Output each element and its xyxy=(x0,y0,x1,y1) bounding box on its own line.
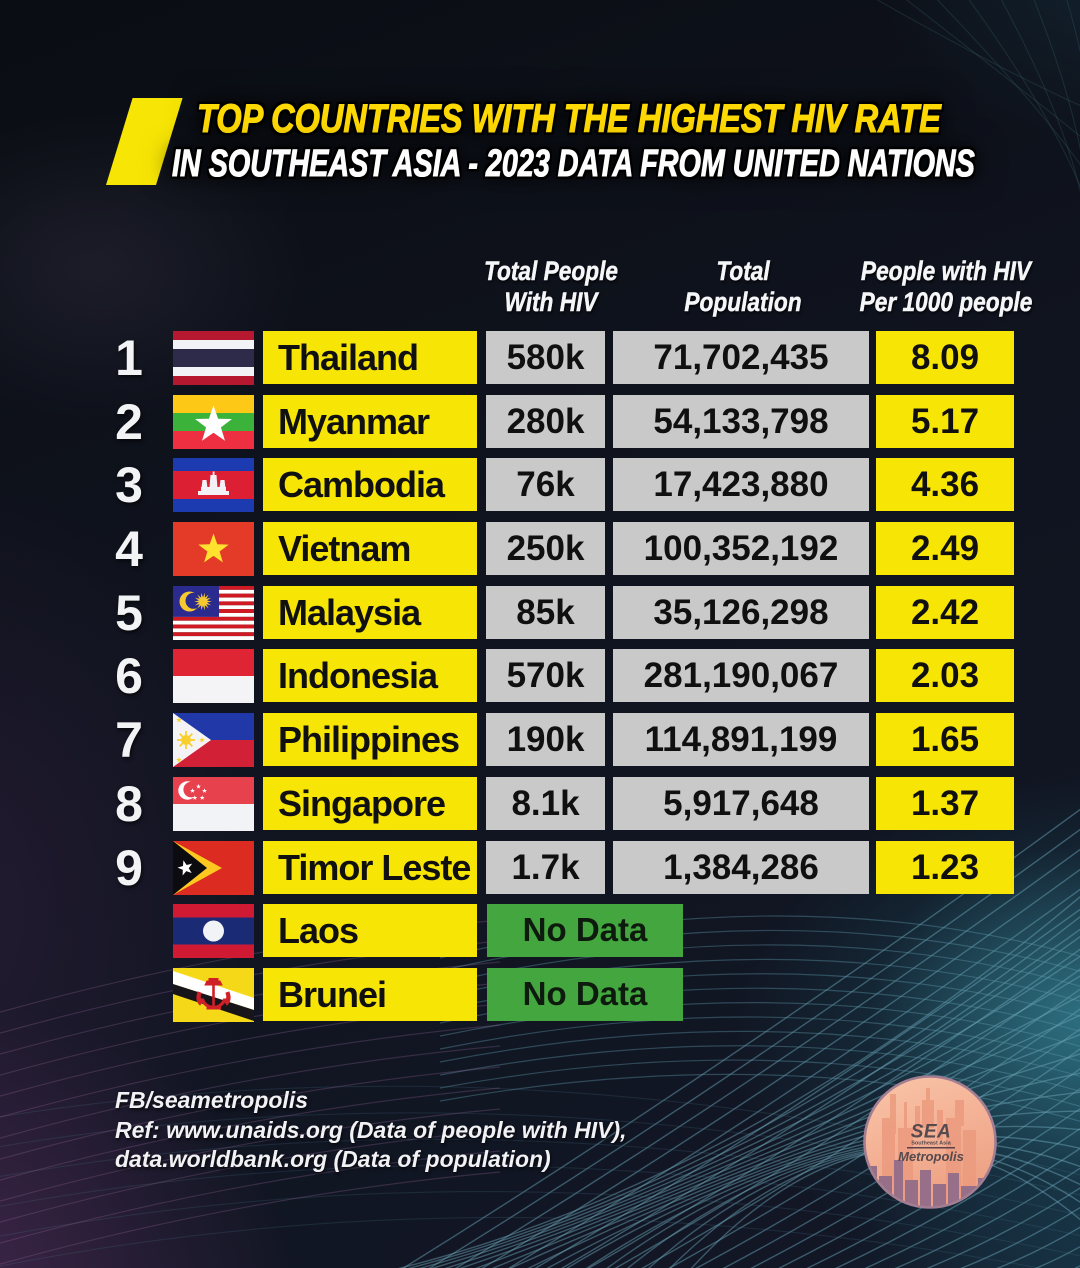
svg-text:Metropolis: Metropolis xyxy=(898,1149,964,1164)
svg-text:SEA: SEA xyxy=(911,1122,952,1143)
svg-text:Southeast Asia: Southeast Asia xyxy=(911,1141,951,1147)
